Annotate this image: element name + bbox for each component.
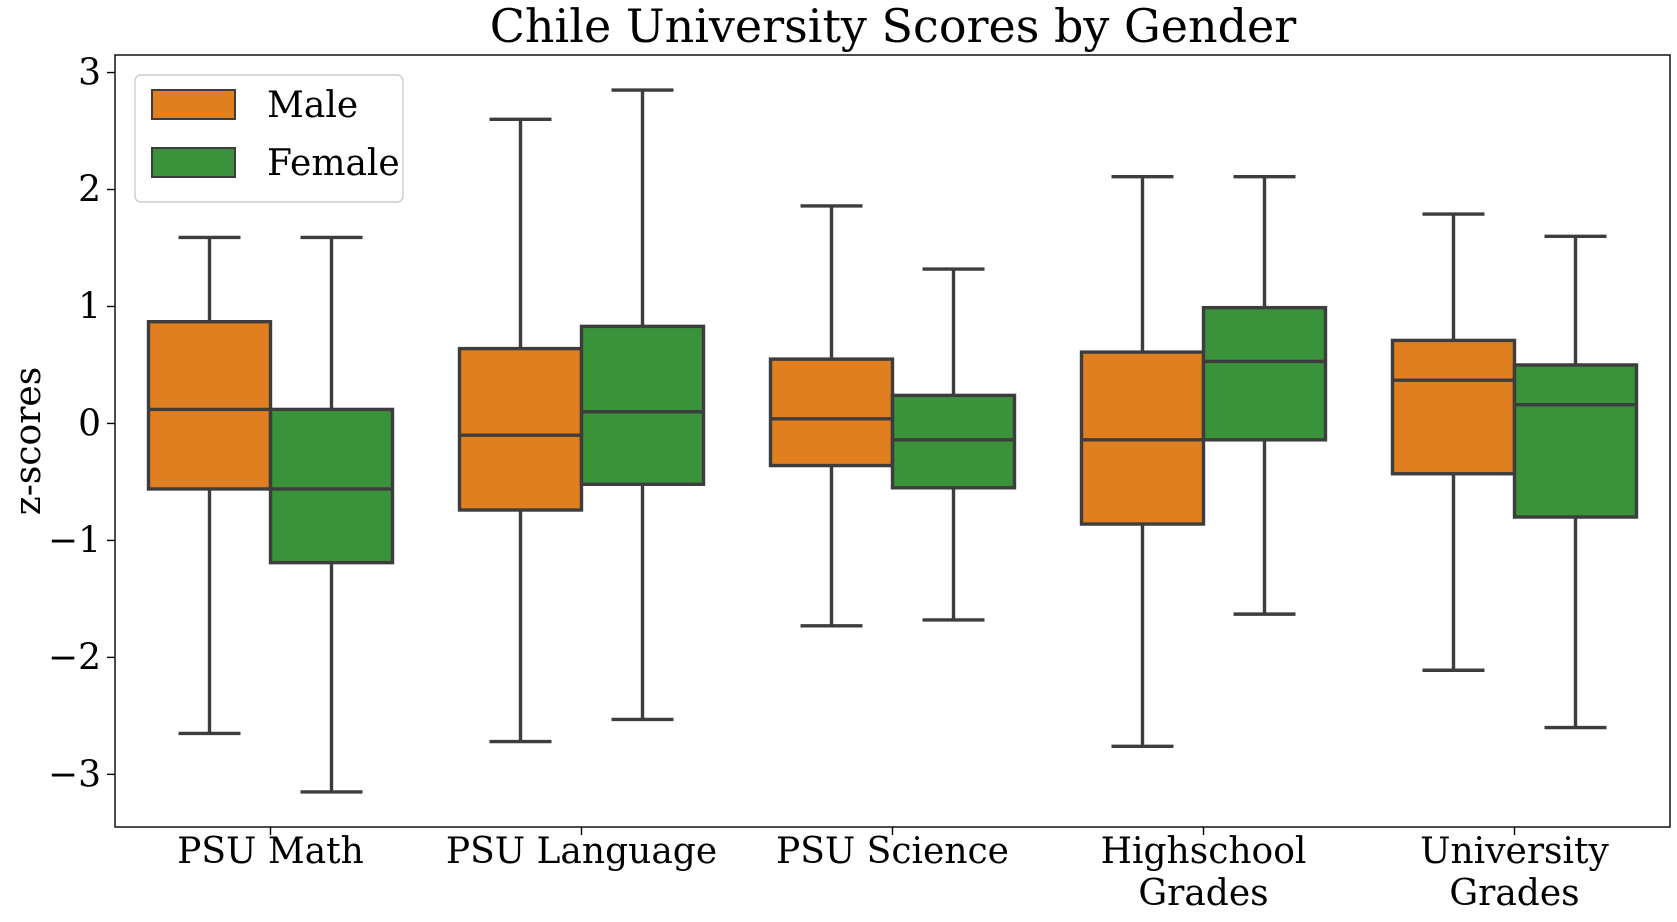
box-female-2 [579,88,706,722]
chart-title: Chile University Scores by Gender [490,0,1297,53]
y-tick-label: 1 [78,286,101,327]
plot-area [146,88,1639,794]
x-tick-label: Grades [1138,873,1268,914]
box-male-2 [457,117,584,744]
legend-label-female: Female [267,143,400,184]
x-tick-label: Highschool [1101,831,1307,872]
legend-label-male: Male [267,85,358,126]
x-tick-label: PSU Language [446,831,717,872]
iqr-box [1079,350,1206,526]
legend-swatch-male [151,89,236,120]
y-axis-label: z-scores [8,367,49,515]
x-tick-label: PSU Science [776,831,1009,872]
box-male-3 [768,204,895,628]
x-tick-label: PSU Math [177,831,364,872]
iqr-box [890,393,1017,490]
iqr-box [1201,305,1328,442]
x-tick-label: Grades [1449,873,1579,914]
y-tick-label: 0 [78,403,101,444]
iqr-box [268,407,395,565]
iqr-box [1512,363,1639,519]
y-tick-label: −1 [48,520,101,561]
iqr-box [146,319,273,491]
legend-swatch-female [151,147,236,178]
box-male-4 [1079,174,1206,748]
y-tick-label: 2 [78,170,101,211]
y-tick-label: 3 [78,53,101,94]
x-axis: PSU Math PSU Language PSU Science Highschoo… [177,827,1610,914]
x-tick-label: University [1420,831,1609,872]
iqr-box [457,346,584,512]
legend: Male Female [134,74,404,203]
iqr-box [768,357,895,468]
iqr-box [579,324,706,486]
box-male-1 [146,235,273,736]
iqr-box [1390,338,1517,476]
y-tick-label: −2 [48,637,101,678]
box-female-4 [1201,174,1328,616]
y-tick-label: −3 [48,754,101,795]
box-male-5 [1390,212,1517,672]
box-female-1 [268,235,395,794]
box-female-5 [1512,234,1639,730]
y-axis: −3 −2 −1 0 1 2 3 [48,53,115,795]
box-female-3 [890,267,1017,622]
